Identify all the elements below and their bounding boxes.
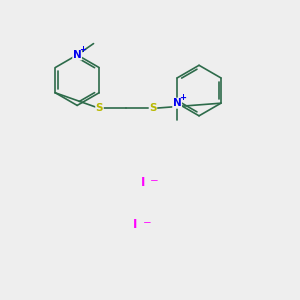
Text: −: − bbox=[143, 218, 152, 228]
Text: N: N bbox=[173, 98, 182, 108]
Text: S: S bbox=[96, 103, 103, 113]
Text: N: N bbox=[73, 50, 82, 60]
Text: +: + bbox=[79, 45, 86, 54]
Text: I: I bbox=[133, 218, 137, 231]
Text: +: + bbox=[179, 93, 186, 102]
Text: I: I bbox=[140, 176, 145, 189]
Text: S: S bbox=[149, 103, 157, 113]
Text: −: − bbox=[150, 176, 159, 186]
